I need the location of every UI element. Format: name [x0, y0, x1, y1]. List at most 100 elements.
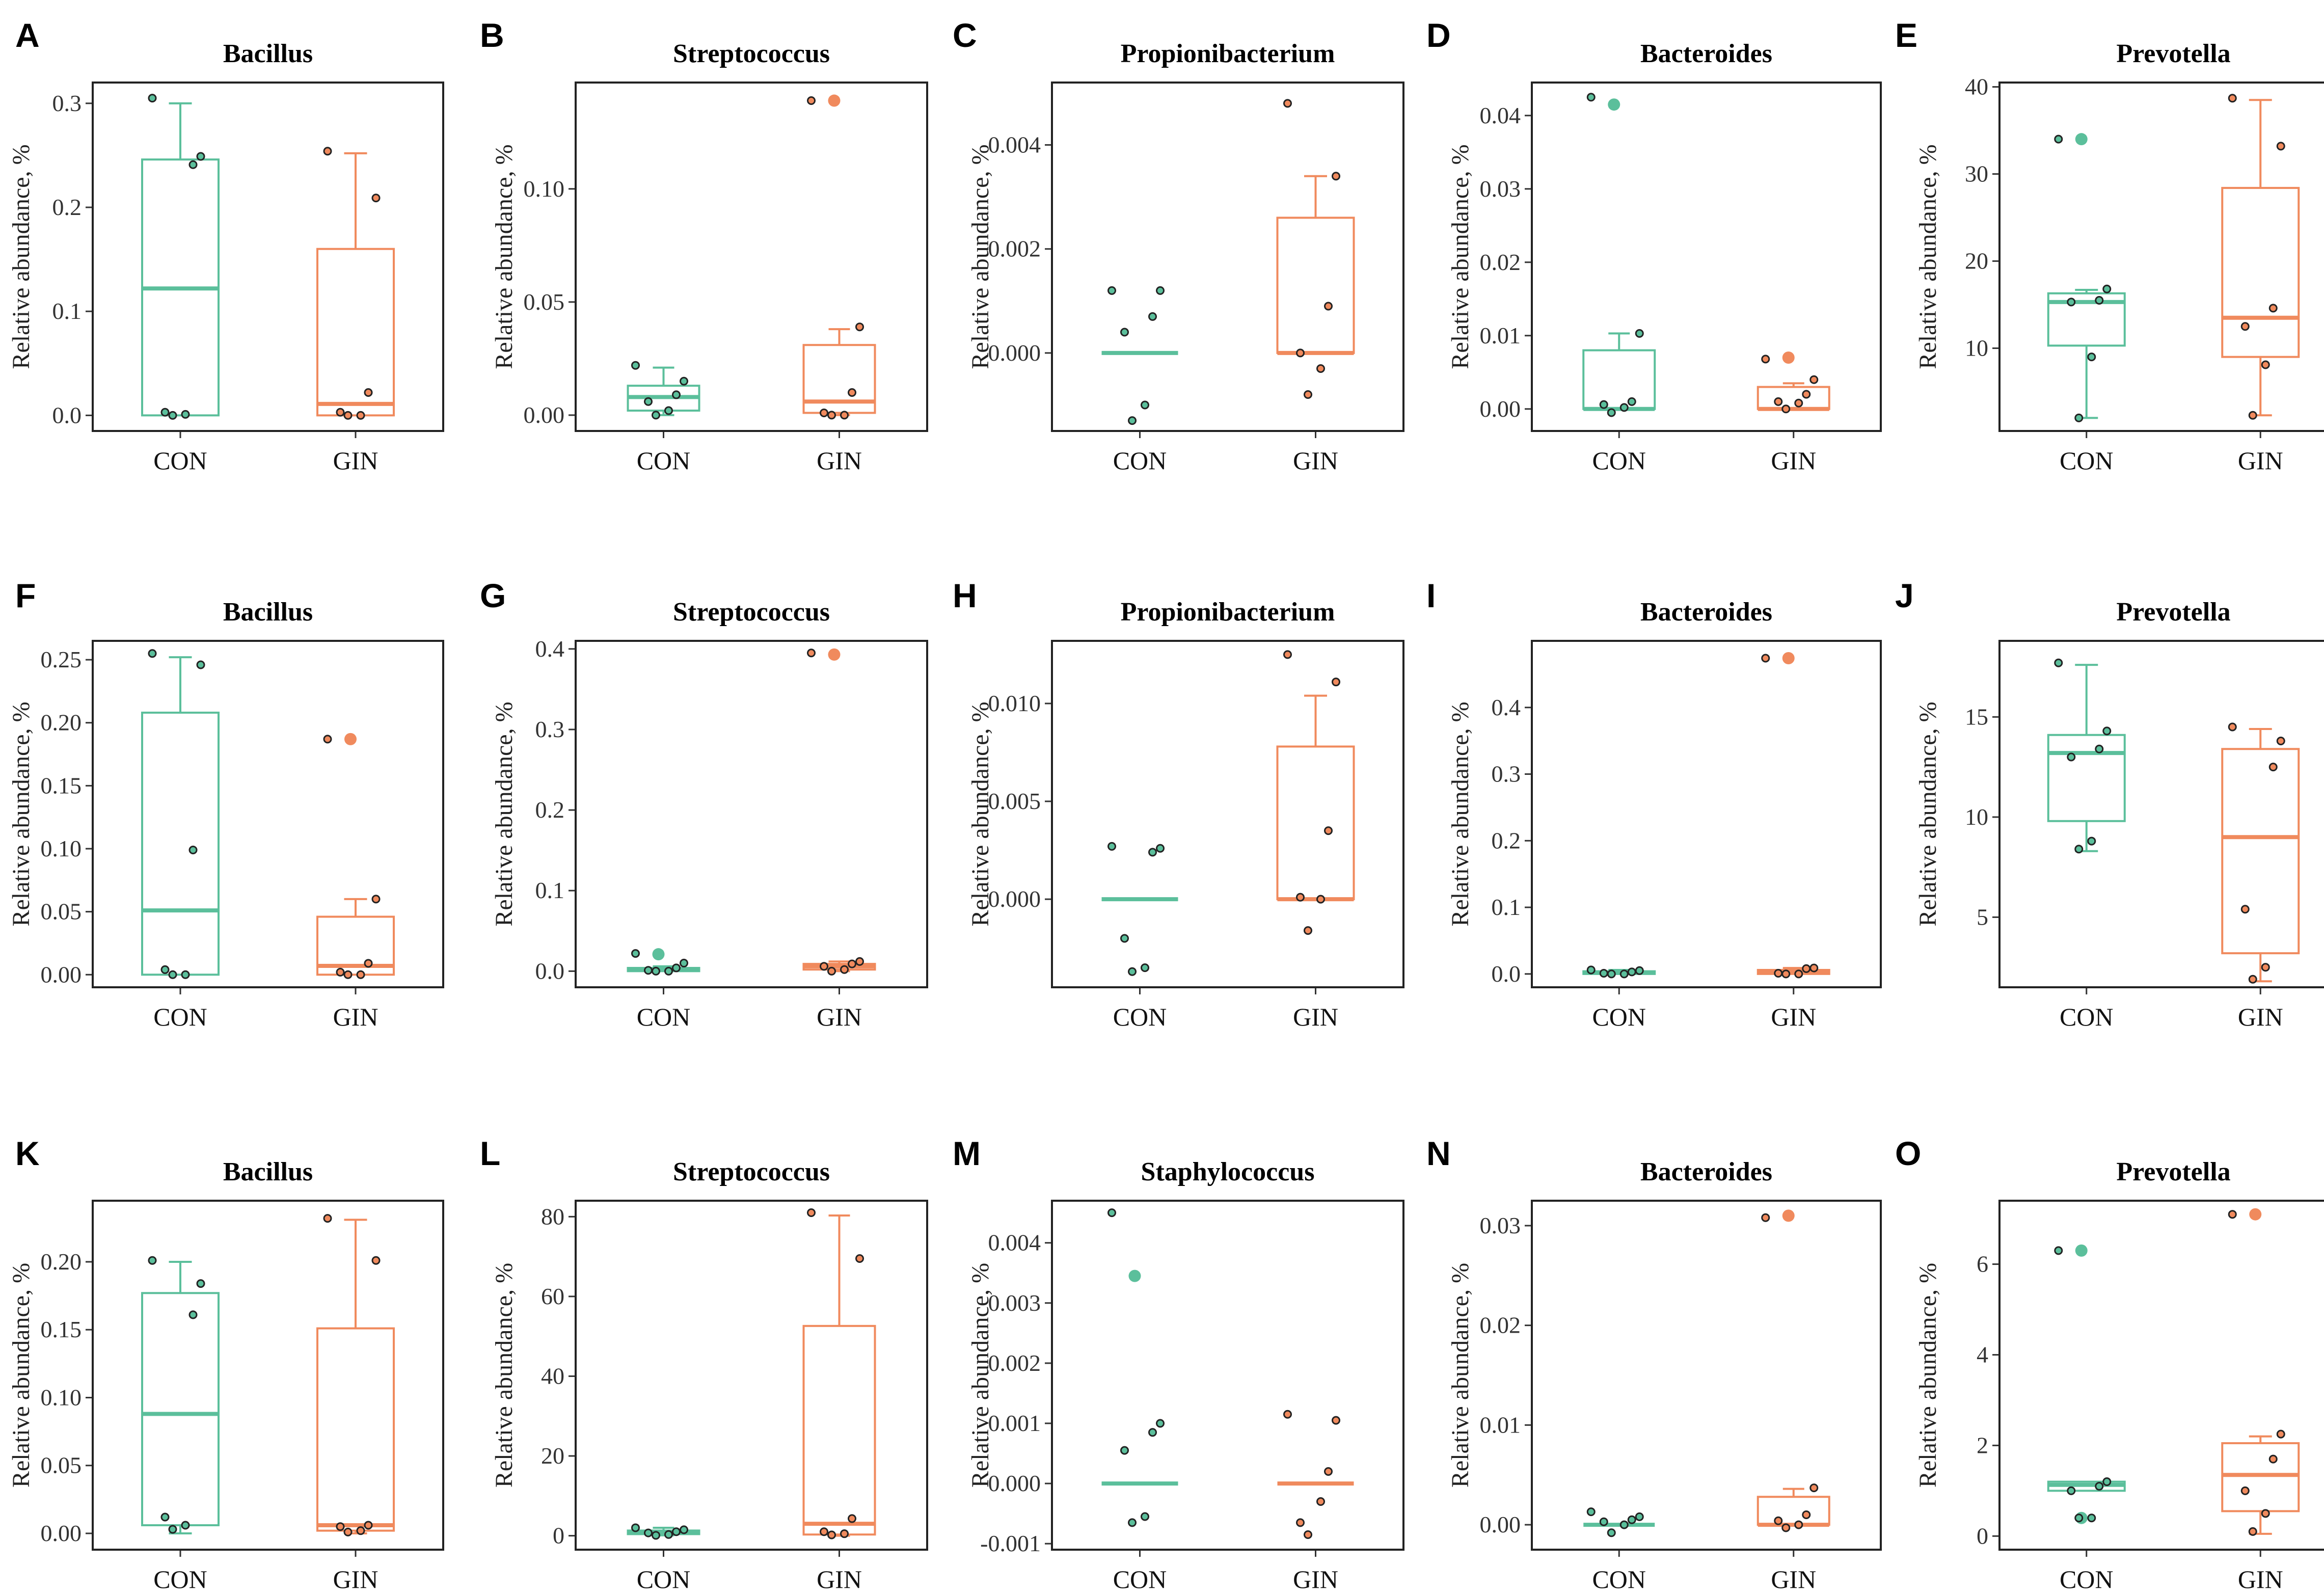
x-category-label: CON: [1113, 1003, 1167, 1031]
data-point: [371, 194, 381, 203]
chart-title: Bacteroides: [1640, 598, 1772, 627]
data-point: [652, 1531, 660, 1540]
y-axis-label: Relative abundance, %: [967, 1263, 994, 1488]
panel-f: F Bacillus Relative abundance, % 0.00 0.05 0.…: [8, 577, 444, 1031]
y-tick-label: 0.2: [1492, 827, 1521, 853]
data-point: [160, 965, 170, 974]
plot-frame: [575, 82, 928, 432]
group-gin: GIN: [316, 147, 395, 475]
data-point: [1120, 1446, 1129, 1455]
y-axis-label: Relative abundance, %: [1914, 701, 1941, 926]
y-tick-label: 0.1: [535, 877, 565, 903]
y-tick-label: 0.0: [1492, 961, 1521, 987]
y-tick-label: 0.0: [535, 958, 565, 984]
data-point: [2276, 737, 2285, 746]
group-con: CON: [1582, 965, 1656, 1031]
data-point: [1316, 364, 1325, 373]
data-point: [2261, 1509, 2270, 1518]
data-point: [1627, 1515, 1636, 1524]
data-point: [323, 147, 332, 156]
plot-frame: [1051, 1200, 1404, 1551]
y-tick-label: 0.10: [41, 835, 82, 861]
data-point: [168, 1525, 177, 1534]
box: [316, 1327, 395, 1532]
data-point: [1586, 93, 1596, 102]
data-point: [807, 649, 816, 658]
y-axis-label: Relative abundance, %: [967, 701, 994, 926]
x-category-label: CON: [637, 1003, 691, 1031]
chart-title: Bacteroides: [1640, 1157, 1772, 1186]
panel-letter: H: [953, 577, 977, 614]
data-point: [820, 962, 828, 971]
group-gin: GIN: [802, 94, 876, 475]
data-point: [820, 1527, 828, 1536]
box: [802, 344, 876, 414]
data-point: [2074, 845, 2084, 854]
group-gin: GIN: [802, 648, 876, 1031]
group-con: CON: [1583, 1507, 1655, 1593]
chart-title: Streptococcus: [673, 598, 830, 627]
data-point: [356, 1526, 365, 1535]
x-category-label: CON: [1113, 1565, 1167, 1593]
panel-g: G Streptococcus Relative abundance, % 0.0 0.…: [480, 577, 928, 1031]
group-con: CON: [1101, 286, 1178, 475]
data-point: [680, 1525, 688, 1534]
data-point: [1619, 969, 1629, 979]
y-tick-label: 0.03: [1480, 176, 1521, 202]
box: [141, 711, 220, 976]
y-tick-label: 0.15: [41, 772, 82, 798]
box: [1276, 745, 1355, 901]
data-point: [2268, 763, 2278, 772]
plot-frame: [92, 640, 444, 988]
data-point: [343, 411, 353, 420]
y-tick-label: 0.003: [988, 1290, 1041, 1316]
y-tick-label: 0.04: [1480, 102, 1521, 128]
data-point: [1296, 1518, 1305, 1527]
x-category-label: GIN: [817, 1003, 862, 1031]
data-point: [2095, 1481, 2104, 1491]
panel-a: A Bacillus Relative abundance, % 0.0 0.1 0.2 0…: [8, 16, 444, 475]
outlier-point: [1782, 652, 1795, 664]
y-tick-label: 0.004: [988, 132, 1041, 158]
data-point: [323, 1214, 332, 1223]
data-point: [1781, 404, 1791, 414]
data-point: [664, 406, 673, 415]
chart-title: Bacillus: [223, 1157, 313, 1186]
group-gin: GIN: [1276, 650, 1355, 1031]
data-point: [1283, 99, 1292, 108]
box: [1582, 349, 1656, 410]
y-tick-label: 20: [541, 1443, 564, 1469]
data-point: [680, 376, 688, 386]
panel-letter: G: [480, 577, 506, 614]
x-category-label: CON: [1113, 446, 1167, 475]
group-gin: GIN: [2221, 94, 2300, 475]
group-gin: GIN: [2221, 1208, 2300, 1593]
x-category-label: GIN: [1771, 1565, 1816, 1593]
group-con: CON: [627, 1523, 700, 1593]
data-point: [840, 965, 849, 974]
data-point: [1107, 842, 1116, 851]
x-category-label: GIN: [1293, 446, 1338, 475]
data-point: [2067, 298, 2076, 307]
outlier-point: [652, 948, 665, 961]
data-point: [855, 322, 864, 332]
x-category-label: GIN: [2238, 1565, 2283, 1593]
x-category-label: CON: [1592, 446, 1646, 475]
data-point: [1774, 397, 1783, 406]
box: [1756, 1496, 1830, 1526]
plot-frame: [1051, 640, 1404, 988]
plot-frame: [1531, 82, 1882, 432]
data-point: [196, 660, 205, 669]
data-point: [188, 1310, 198, 1319]
y-tick-label: 6: [1977, 1251, 1988, 1277]
panel-i: I Bacteroides Relative abundance, % 0.0 0.1 0…: [1426, 577, 1882, 1031]
y-tick-label: 2: [1977, 1432, 1988, 1458]
data-point: [1304, 926, 1312, 935]
chart-title: Propionibacterium: [1121, 39, 1335, 68]
box: [1756, 386, 1830, 410]
data-point: [1802, 390, 1811, 399]
panel-k: K Bacillus Relative abundance, % 0.00 0.05 0.…: [8, 1134, 444, 1593]
data-point: [1304, 390, 1312, 399]
y-axis-label: Relative abundance, %: [491, 1263, 518, 1488]
chart-title: Prevotella: [2116, 39, 2230, 68]
